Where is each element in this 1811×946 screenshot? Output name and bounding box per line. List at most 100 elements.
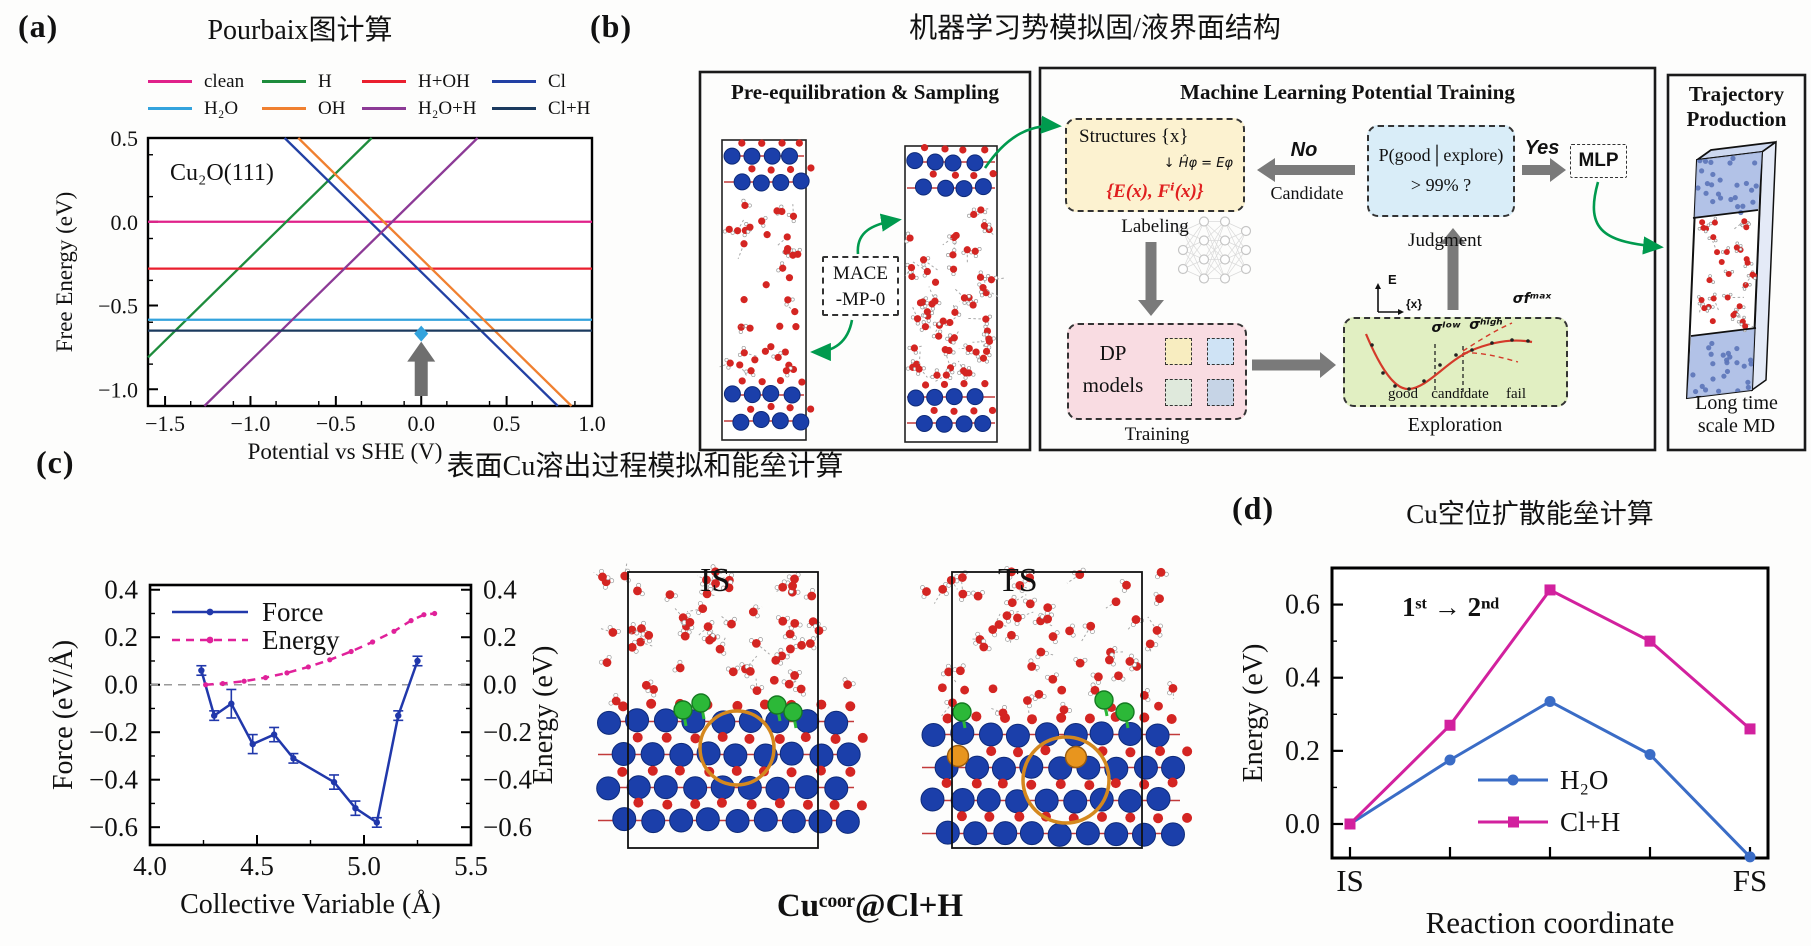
h-atom — [930, 306, 935, 311]
o-atom — [924, 312, 932, 320]
h-atom — [966, 366, 972, 371]
cu-atom — [937, 179, 955, 197]
cu-atom — [779, 741, 804, 766]
o-atom — [1699, 219, 1706, 226]
legend-label: OH — [318, 97, 346, 119]
mini-y-arrowhead — [1375, 283, 1381, 289]
panel-a-annotation: Cu₂O(111) — [170, 160, 274, 186]
data-point — [228, 700, 235, 707]
cu-atom — [669, 808, 694, 833]
y-axis-label-right: Energy (eV) — [528, 646, 559, 785]
legend-label-Force: Force — [262, 597, 323, 627]
nn-edge — [1203, 259, 1226, 279]
slab-atom — [1709, 340, 1715, 347]
h-atom — [962, 296, 967, 301]
h-atom — [782, 250, 787, 255]
x-tick-label-FS: FS — [1733, 863, 1767, 898]
cu2o-surface — [596, 698, 868, 834]
o-atom — [979, 284, 987, 292]
x-tick-label: 4.0 — [133, 851, 167, 881]
o-atom — [845, 701, 856, 712]
o-atom — [761, 347, 770, 355]
h-atom — [743, 323, 748, 329]
training-label: Training — [1124, 424, 1190, 445]
water-region — [719, 198, 802, 378]
h-atom — [984, 359, 989, 364]
h-bond — [979, 337, 987, 352]
h-atom — [742, 233, 747, 238]
cu-atom — [993, 821, 1018, 846]
h-atom — [987, 293, 992, 298]
o-atom — [1698, 297, 1705, 304]
panel-d-annotation: 1ˢᵗ → 2ⁿᵈ — [1402, 592, 1500, 622]
o-atom — [919, 298, 927, 306]
cl-atom — [673, 700, 693, 720]
h-bond — [737, 219, 744, 231]
o-atom — [962, 369, 970, 377]
h-atom — [726, 365, 731, 370]
h-atom — [776, 268, 781, 273]
o-atom — [740, 349, 748, 357]
h-atom — [973, 253, 978, 259]
h-atom — [961, 250, 966, 255]
h-bond — [1732, 220, 1745, 231]
y-tick-label-right: 0.2 — [483, 622, 517, 652]
o-atom — [746, 324, 754, 332]
h-atom — [931, 334, 936, 339]
o-atom — [715, 644, 725, 654]
h-atom — [923, 296, 928, 301]
h-atom — [724, 357, 729, 363]
cu-atom — [921, 722, 946, 747]
o-atom — [1714, 249, 1721, 256]
h-atom — [981, 332, 986, 337]
data-point — [249, 740, 256, 748]
x-tick-label: 4.5 — [240, 851, 274, 881]
series-Cl — [283, 137, 559, 407]
cell-right-face — [1751, 140, 1777, 392]
x-tick-label: 0.5 — [493, 411, 521, 436]
cu-atom — [772, 174, 790, 192]
o-atom — [611, 696, 621, 706]
o-atom — [1040, 745, 1051, 756]
mace-line2: -MP-0 — [835, 289, 886, 310]
series-OH — [297, 137, 573, 407]
structures-equation: ↓ Ĥφ = Eφ — [1163, 156, 1233, 171]
yes-label: Yes — [1524, 137, 1560, 159]
cu-atom — [906, 152, 924, 170]
axis-e-label: E — [1388, 272, 1397, 287]
o-atom — [728, 667, 738, 677]
h-atom — [951, 271, 956, 277]
o-atom — [1741, 218, 1748, 225]
h-atom — [962, 300, 967, 305]
exploration-label: Exploration — [1407, 414, 1503, 436]
h-bond — [1713, 298, 1719, 311]
dissolving-cu-atom — [946, 744, 970, 768]
h-atom — [1730, 270, 1735, 274]
nn-node — [1240, 263, 1252, 275]
mlp-label: MLP — [1578, 150, 1619, 171]
nn-edge — [1182, 240, 1205, 251]
cu-atom — [974, 178, 992, 196]
cu-atom — [1146, 787, 1171, 812]
o-atom — [767, 343, 775, 351]
o-atom — [1167, 777, 1178, 788]
labeling-down-arrow — [1138, 242, 1164, 316]
o-atom — [771, 655, 781, 665]
h-atom — [1736, 319, 1741, 324]
o-atom — [856, 800, 867, 811]
cu-atom — [944, 154, 962, 172]
labeling-label: Labeling — [1121, 216, 1189, 237]
judgment-box: P(good│explore) > 99% ? — [1367, 125, 1515, 217]
o-atom — [627, 625, 637, 635]
cu-atom — [926, 153, 944, 171]
cu-atom — [1118, 721, 1143, 746]
force-energy-chart: 4.0 4.5 5.0 5.5 0.4 0.4 0.2 0.2 0.0 0.0 −0.2 −0.2 −0… — [48, 575, 559, 920]
h-atom — [937, 301, 942, 306]
o-atom — [802, 799, 813, 810]
o-atom — [797, 640, 806, 650]
data-point-circle — [1444, 754, 1456, 766]
cu-atom — [915, 414, 933, 432]
nn-node — [1177, 263, 1189, 275]
h-atom — [904, 239, 909, 244]
o-atom — [923, 267, 931, 276]
